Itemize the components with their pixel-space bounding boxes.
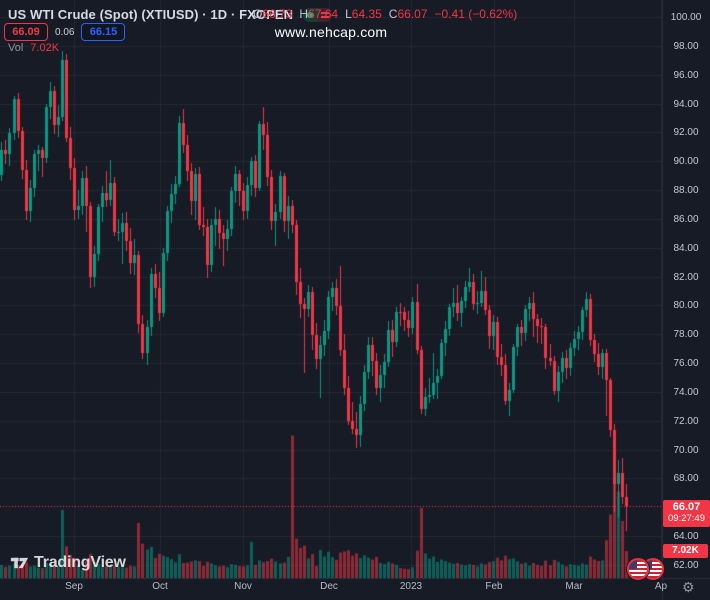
- price-tick-label: 64.00: [673, 531, 699, 543]
- volume-legend: Vol 7.02K: [8, 42, 59, 54]
- ohlc-readout: O66.73 H67.64 L64.35 C66.07 −0.41 (−0.62…: [253, 7, 517, 21]
- time-tick-label: Mar: [565, 581, 583, 592]
- economic-event-flags[interactable]: [627, 558, 669, 582]
- bid-ask-panel: 66.09 0.06 66.15: [4, 23, 126, 41]
- time-tick-label: Nov: [234, 581, 252, 592]
- time-tick-label: Dec: [320, 581, 338, 592]
- price-tick-label: 88.00: [673, 185, 699, 197]
- price-tick-label: 82.00: [673, 271, 699, 283]
- ohlc-low-value: 64.35: [351, 7, 382, 21]
- price-tick-label: 98.00: [673, 40, 699, 52]
- time-tick-label: Feb: [485, 581, 503, 592]
- spread-value: 0.06: [55, 26, 75, 38]
- time-tick-label: Sep: [65, 581, 83, 592]
- toggle-green-dot-icon: [303, 7, 318, 22]
- price-tick-label: 80.00: [673, 300, 699, 312]
- ohlc-low-label: L: [345, 7, 352, 21]
- price-tick-label: 86.00: [673, 213, 699, 225]
- sell-bid-button[interactable]: 66.09: [4, 23, 48, 41]
- price-tick-label: 72.00: [673, 415, 699, 427]
- bar-countdown-timer: 09:27:49: [668, 513, 705, 524]
- price-tick-label: 62.00: [673, 559, 699, 571]
- chart-header: US WTI Crude (Spot) (XTIUSD) · 1D · FXOP…: [8, 7, 333, 22]
- symbol-title[interactable]: US WTI Crude (Spot) (XTIUSD) · 1D · FXOP…: [8, 7, 294, 22]
- ohlc-close-label: C: [388, 7, 398, 21]
- volume-label[interactable]: Vol: [8, 42, 24, 54]
- ohlc-open-value: 66.73: [262, 7, 293, 21]
- us-flag-event-icon[interactable]: [627, 558, 649, 580]
- price-tick-label: 74.00: [673, 386, 699, 398]
- ohlc-high-value: 67.64: [308, 7, 339, 21]
- buy-ask-button[interactable]: 66.15: [81, 23, 126, 41]
- price-tick-label: 92.00: [673, 127, 699, 139]
- volume-value: 7.02K: [30, 42, 60, 54]
- site-watermark: www.nehcap.com: [274, 24, 388, 40]
- price-tick-label: 68.00: [673, 473, 699, 485]
- gear-icon[interactable]: ⚙: [682, 579, 695, 595]
- time-tick-label: 2023: [399, 581, 423, 592]
- price-tick-label: 70.00: [673, 444, 699, 456]
- price-tick-label: 96.00: [673, 69, 699, 81]
- tradingview-logo-icon: [10, 557, 29, 569]
- price-tick-label: 76.00: [673, 358, 699, 370]
- tradingview-logo[interactable]: TradingView: [10, 554, 126, 572]
- price-tick-label: 94.00: [673, 98, 699, 110]
- time-tick-label: Ap: [654, 581, 668, 592]
- ohlc-close-value: 66.07: [397, 7, 428, 21]
- ohlc-high-label: H: [299, 7, 309, 21]
- price-tick-label: 78.00: [673, 329, 699, 341]
- toggle-red-lines-icon: [317, 7, 333, 22]
- current-volume-label: 7.02K: [663, 544, 708, 558]
- ohlc-open-label: O: [253, 7, 263, 21]
- buy-sell-toggle-icon[interactable]: [303, 7, 333, 22]
- price-tick-label: 100.00: [670, 12, 702, 23]
- price-tick-label: 84.00: [673, 242, 699, 254]
- time-tick-label: Oct: [152, 581, 168, 592]
- change-readout: −0.41 (−0.62%): [434, 7, 518, 21]
- price-tick-label: 90.00: [673, 156, 699, 168]
- current-price-value: 66.07: [672, 501, 701, 513]
- tradingview-logo-text: TradingView: [34, 554, 126, 571]
- current-price-label: 66.07 09:27:49: [663, 500, 710, 527]
